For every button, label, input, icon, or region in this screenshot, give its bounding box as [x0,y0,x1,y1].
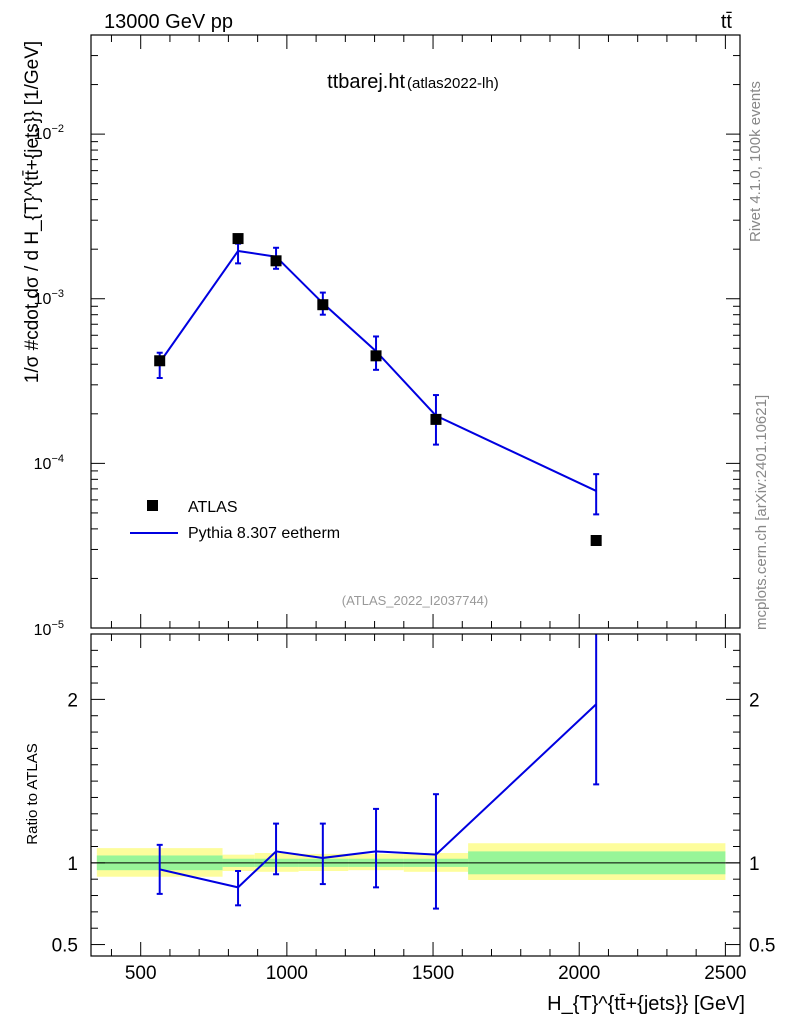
ratio-bands [96,843,726,880]
mc-line [158,249,597,492]
data-point [430,413,442,425]
x-axis-label: H_{T}^{tt̄+{jets}} [GeV] [547,993,745,1015]
mcplots-label: mcplots.cern.ch [arXiv:2401.10621] [753,395,770,630]
legend-marker-atlas [147,500,158,511]
legend: ATLAS Pythia 8.307 eetherm [130,499,340,542]
x-tick-label-500: 500 [125,963,157,984]
ratio-series [156,634,600,910]
x-tick-label-2500: 2500 [704,963,746,984]
process-label: tt̄ [721,11,733,33]
ratio-y-tick-label-right-0.5: 0.5 [749,936,775,957]
data-point [317,299,329,311]
y-tick-label-1e-4: 10−4 [34,453,64,473]
main-frame [90,34,741,629]
x-tick-label-1000: 1000 [266,963,308,984]
data-point [232,233,244,245]
y-tick-label-1e-2: 10−2 [34,123,64,143]
legend-label-atlas: ATLAS [188,499,238,516]
legend-label-mc: Pythia 8.307 eetherm [188,525,340,542]
energy-label: 13000 GeV pp [104,11,233,33]
ratio-y-tick-label-right-1: 1 [749,854,760,875]
y-tick-label-1e-5: 10−5 [34,619,64,639]
ratio-y-tick-label-1: 1 [67,854,78,875]
ratio-y-tick-label-2: 2 [67,690,78,711]
analysis-watermark: (ATLAS_2022_I2037744) [342,593,488,608]
ratio-y-tick-label-right-2: 2 [749,690,760,711]
x-tick-labels: 500 1000 1500 2000 2500 [125,963,747,984]
ratio-y-tick-label-0.5: 0.5 [52,936,78,957]
rivet-version-label: Rivet 4.1.0, 100k events [747,81,764,242]
ratio-axis-ticks [91,634,740,956]
main-panel: ttbarej.ht (atlas2022-lh) (ATLAS_2022_I2… [22,34,741,639]
mc-series [156,242,600,516]
data-point [590,535,602,547]
ratio-y-tick-labels-left: 0.5 1 2 [52,690,78,956]
data-point [370,350,382,362]
ratio-frame [90,633,741,957]
data-series [154,233,602,547]
y-tick-label-1e-3: 10−3 [34,288,64,308]
x-tick-label-2000: 2000 [558,963,600,984]
x-tick-label-1500: 1500 [412,963,454,984]
ratio-y-tick-labels-right: 0.5 1 2 [749,690,775,956]
ratio-panel: Ratio to ATLAS 0.5 1 2 0.5 1 2 500 1000 … [24,633,775,1015]
plot-title: ttbarej.ht [327,71,405,93]
plot-subtitle: (atlas2022-lh) [407,75,499,92]
data-point [154,355,166,367]
ratio-y-axis-label: Ratio to ATLAS [24,743,41,844]
data-point [270,255,282,267]
main-y-axis-label: 1/σ #cdot dσ / d H_{T}^{tt̄+{jets}} [1/G… [22,41,43,383]
